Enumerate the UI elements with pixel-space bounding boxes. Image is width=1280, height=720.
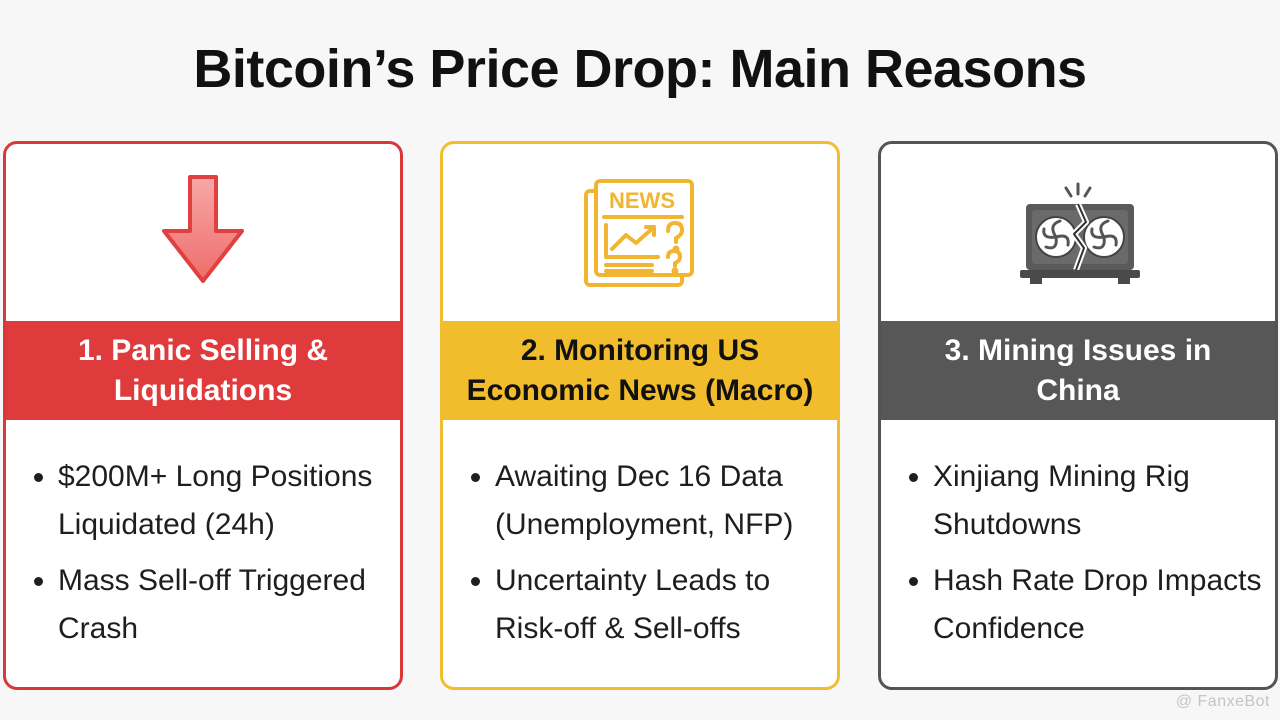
reason-heading-line1: 1. Panic Selling & [77,333,329,367]
bullet-item: Uncertainty Leads to Risk-off & Sell-off… [465,557,827,653]
newspaper-icon-label: NEWS [609,188,675,213]
reason-bullets: $200M+ Long Positions Liquidated (24h) M… [6,420,400,653]
newspaper-icon: NEWS [584,178,694,287]
bullet-item: $200M+ Long Positions Liquidated (24h) [28,453,390,549]
reason-heading-line2: Liquidations [113,373,293,407]
page-title: Bitcoin’s Price Drop: Main Reasons [193,39,1087,99]
down-arrow-icon [162,174,244,283]
reason-heading: 1. Panic Selling & Liquidations [6,321,400,420]
reason-bullets: Xinjiang Mining Rig Shutdowns Hash Rate … [881,420,1275,653]
bullet-item: Hash Rate Drop Impacts Confidence [903,557,1265,653]
bullet-item: Awaiting Dec 16 Data (Unemployment, NFP) [465,453,827,549]
reason-card-us-economic-news: NEWS 2. Monitoring US Economic News (Mac… [440,141,840,690]
reason-card-panic-selling: 1. Panic Selling & Liquidations $200M+ L… [3,141,403,690]
watermark: @ FanxeBot [1175,693,1270,710]
reason-heading: 3. Mining Issues in China [881,321,1275,420]
reason-heading-line1: 2. Monitoring US [520,333,760,367]
reason-heading-line1: 3. Mining Issues in [944,333,1212,367]
reason-bullets: Awaiting Dec 16 Data (Unemployment, NFP)… [443,420,837,653]
reason-heading-line2: Economic News (Macro) [466,373,814,407]
reason-heading-line2: China [1036,373,1120,407]
bullet-item: Mass Sell-off Triggered Crash [28,557,390,653]
broken-mining-rig-icon [1020,182,1140,284]
reason-card-mining-issues: 3. Mining Issues in China Xinjiang Minin… [878,141,1278,690]
bullet-item: Xinjiang Mining Rig Shutdowns [903,453,1265,549]
reason-heading: 2. Monitoring US Economic News (Macro) [443,321,837,420]
